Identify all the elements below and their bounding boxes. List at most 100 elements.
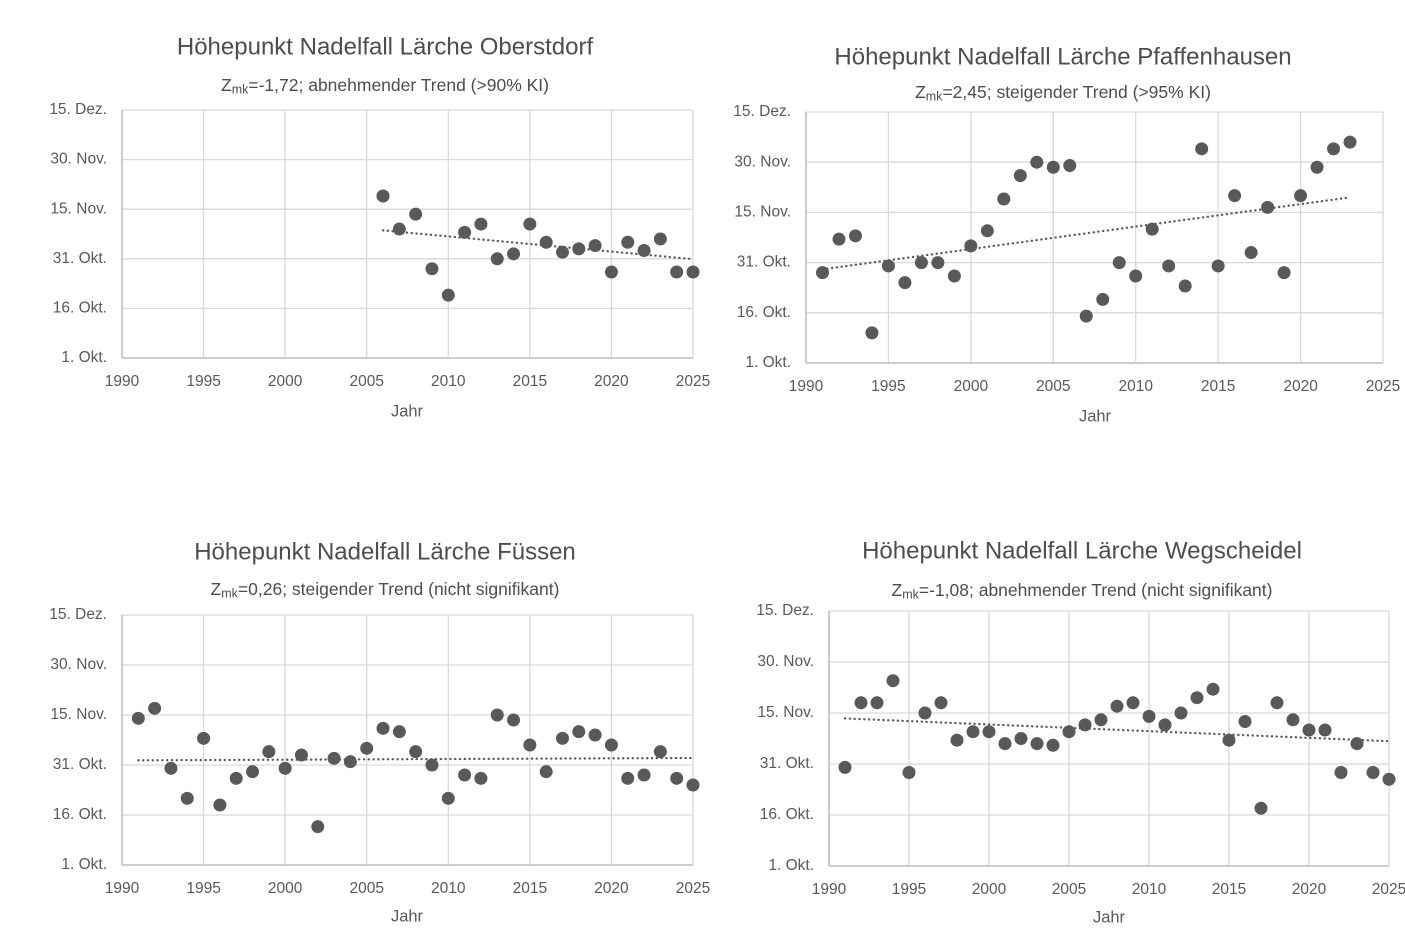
chart-title: Höhepunkt Nadelfall Lärche Wegscheidel	[862, 537, 1302, 564]
y-tick-label: 31. Okt.	[760, 755, 814, 772]
data-point	[1238, 715, 1252, 728]
x-tick-label: 2000	[972, 881, 1007, 898]
y-tick-label: 16. Okt.	[760, 806, 814, 823]
y-tick-label: 15. Dez.	[756, 602, 814, 619]
data-point	[1244, 246, 1258, 260]
x-tick-label: 1990	[105, 880, 140, 897]
data-point	[947, 269, 961, 283]
y-tick-label: 1. Okt.	[61, 349, 107, 366]
data-point	[950, 733, 964, 747]
data-point	[1046, 738, 1060, 752]
y-tick-label: 30. Nov.	[50, 656, 107, 673]
data-point	[838, 760, 852, 774]
y-tick-label: 15. Nov.	[734, 203, 791, 220]
data-point	[898, 276, 912, 290]
x-tick-label: 2025	[676, 880, 710, 897]
x-axis-title: Jahr	[391, 907, 424, 925]
data-point	[1270, 696, 1284, 710]
y-tick-label: 31. Okt.	[53, 250, 107, 267]
y-tick-label: 16. Okt.	[53, 806, 107, 823]
x-tick-label: 2020	[594, 880, 629, 897]
data-point	[653, 745, 667, 759]
data-point	[918, 706, 932, 720]
data-point	[934, 696, 948, 710]
data-point	[1158, 718, 1172, 732]
data-point	[409, 207, 423, 221]
x-tick-label: 2020	[1292, 881, 1327, 898]
data-point	[637, 244, 651, 258]
x-tick-label: 2020	[1283, 378, 1318, 395]
data-point	[213, 798, 227, 812]
data-point	[670, 265, 684, 279]
data-point	[997, 192, 1011, 206]
chart-1: 1. Okt. 16. Okt. 31. Okt. 15. Nov. 30. Nov. 1…	[49, 33, 710, 420]
data-point	[865, 326, 879, 340]
x-tick-label: 1990	[812, 881, 847, 898]
data-point	[1261, 200, 1275, 214]
data-point	[490, 252, 504, 266]
data-point	[507, 247, 521, 261]
data-point	[1318, 723, 1332, 737]
x-tick-label: 1995	[892, 881, 926, 898]
data-point	[854, 696, 868, 710]
data-point	[1222, 733, 1236, 747]
data-point	[539, 765, 553, 779]
data-point	[653, 232, 667, 246]
x-tick-label: 2000	[268, 880, 303, 897]
y-tick-label: 30. Nov.	[734, 153, 791, 170]
data-point	[848, 229, 862, 243]
chart-3: 1. Okt. 16. Okt. 31. Okt. 15. Nov. 30. Nov. 1…	[49, 538, 710, 925]
data-point	[980, 224, 994, 238]
x-tick-label: 1995	[186, 880, 220, 897]
data-point	[1174, 706, 1188, 720]
data-point	[1063, 159, 1077, 173]
x-axis-title: Jahr	[391, 402, 424, 420]
x-tick-label: 2025	[676, 373, 710, 390]
y-tick-label: 30. Nov.	[50, 151, 107, 168]
chart-title: Höhepunkt Nadelfall Lärche Füssen	[194, 538, 576, 565]
y-tick-label: 31. Okt.	[737, 254, 791, 271]
x-tick-label: 2000	[268, 373, 303, 390]
data-point	[523, 217, 537, 231]
data-point	[1046, 160, 1060, 174]
y-tick-label: 15. Dez.	[49, 606, 107, 623]
data-point	[1343, 135, 1357, 149]
y-tick-label: 1. Okt.	[61, 856, 107, 873]
data-point	[588, 728, 602, 742]
data-point	[1211, 259, 1225, 273]
data-point	[376, 189, 390, 203]
data-point	[392, 725, 406, 739]
y-tick-label: 16. Okt.	[53, 299, 107, 316]
data-point	[1366, 766, 1380, 779]
x-tick-label: 2010	[431, 880, 466, 897]
x-tick-label: 1990	[789, 378, 824, 395]
chart-4: 1. Okt. 16. Okt. 31. Okt. 15. Nov. 30. Nov. 1…	[756, 537, 1405, 926]
data-point	[1310, 160, 1324, 174]
trend-line	[843, 717, 1391, 743]
data-point	[881, 259, 895, 273]
chart-2: 1. Okt. 16. Okt. 31. Okt. 15. Nov. 30. Nov. 1…	[733, 43, 1400, 425]
data-point	[164, 761, 178, 775]
data-point	[621, 235, 635, 249]
trend-line	[137, 756, 695, 762]
data-point	[1286, 713, 1300, 727]
x-axis-title: Jahr	[1093, 908, 1126, 926]
data-point	[886, 674, 900, 688]
data-point	[555, 245, 569, 259]
data-point	[376, 721, 390, 735]
data-point	[343, 755, 357, 769]
data-point	[458, 225, 472, 239]
data-point	[555, 731, 569, 745]
x-tick-label: 2010	[1132, 881, 1167, 898]
data-point	[902, 766, 916, 779]
chart-subtitle: Zmk=-1,72; abnehmender Trend (>90% KI)	[221, 75, 549, 97]
data-point	[1254, 801, 1268, 815]
data-point	[572, 242, 586, 256]
data-point	[1096, 292, 1110, 306]
data-point	[148, 701, 162, 715]
data-point	[1327, 142, 1341, 156]
data-point	[1302, 723, 1316, 737]
data-point	[1334, 766, 1348, 779]
chart-subtitle: Zmk=2,45; steigender Trend (>95% KI)	[915, 82, 1211, 104]
data-point	[180, 791, 194, 805]
